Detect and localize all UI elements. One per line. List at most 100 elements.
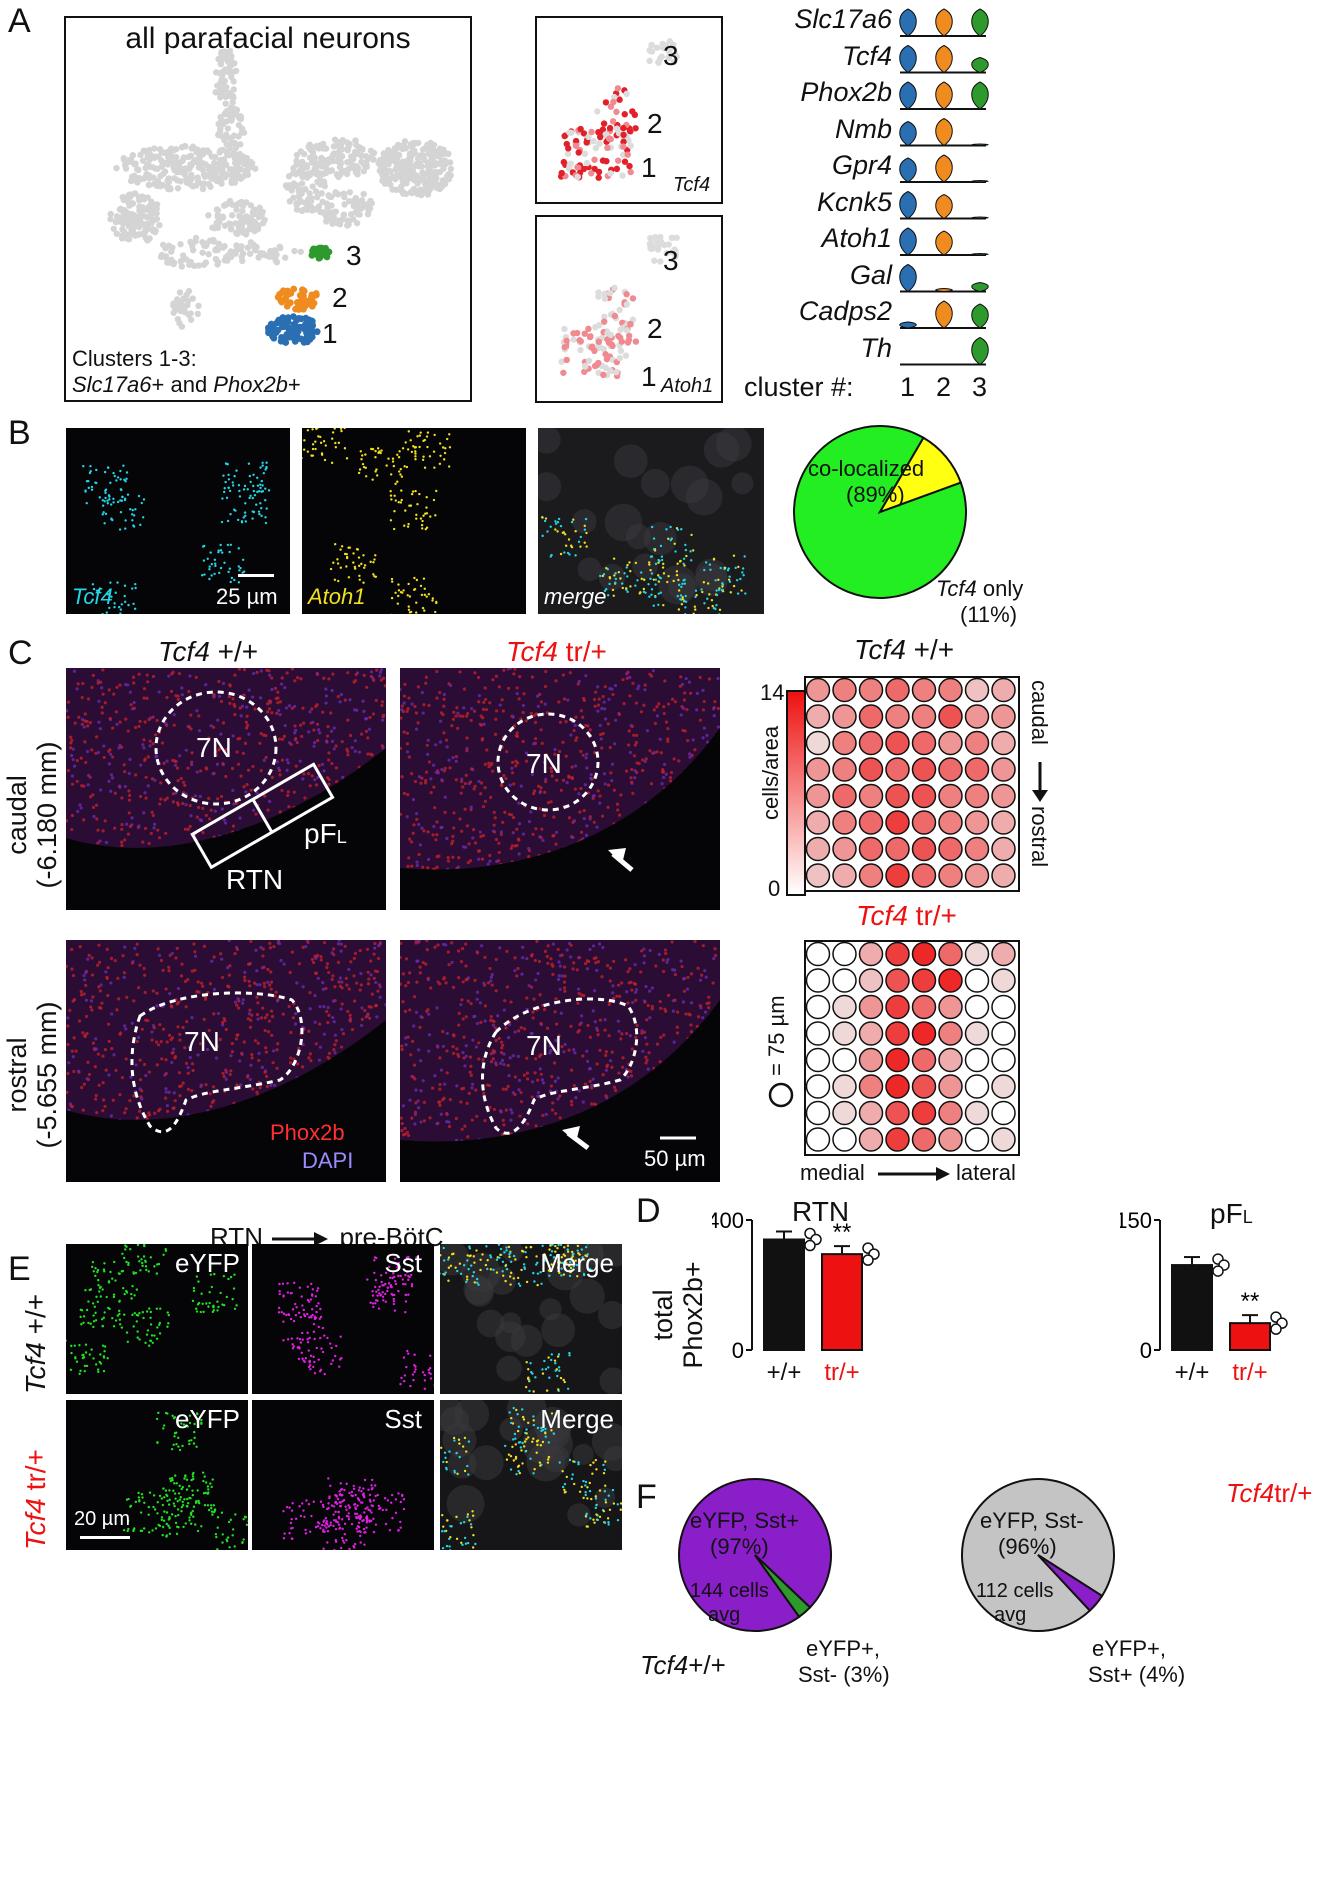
feature-gene-tcf4: Tcf4: [673, 174, 711, 196]
umap-point-other: [186, 164, 193, 172]
axis-caudal-rostral: caudal rostral: [1018, 676, 1058, 892]
violin-shape: [935, 300, 953, 329]
bar: [1229, 1322, 1271, 1351]
feature-cluster-1: 1: [641, 152, 657, 183]
umap-point-other: [353, 167, 361, 174]
umap-point-other: [405, 174, 412, 181]
umap-point-other: [173, 168, 181, 176]
umap-point-other: [208, 153, 216, 160]
umap-point-other: [151, 145, 158, 152]
feature-point: [651, 257, 658, 264]
umap-point-other: [227, 92, 234, 100]
heatmap-cell: [885, 677, 910, 703]
umap-point-other: [233, 172, 240, 179]
umap-point-other: [248, 160, 256, 167]
significance-marker: **: [833, 1219, 852, 1246]
umap-point-other: [181, 142, 189, 150]
umap-point-other: [183, 256, 190, 263]
feature-point: [647, 234, 654, 242]
feature-point: [563, 337, 570, 344]
legend-phox2b: Phox2b: [270, 1120, 345, 1145]
feature-point: [603, 355, 611, 363]
d-title-pfl: pFL: [1210, 1198, 1253, 1229]
heatmap-cell: [885, 704, 910, 729]
umap-point-other: [168, 248, 175, 255]
umap-point-cluster: [309, 247, 316, 255]
umap-point-other: [433, 169, 441, 176]
umap-point-other: [291, 247, 298, 255]
heatmap-cell: [885, 757, 910, 782]
umap-point-other: [217, 147, 224, 154]
heatmap-cell: [832, 1074, 857, 1099]
heatmap-cell: [832, 994, 857, 1020]
pie-f-wt: [678, 1478, 832, 1632]
violin-gene-label: Slc17a6: [794, 4, 892, 34]
heatmap-cell: [911, 1127, 937, 1152]
heatmap-cell: [911, 1021, 937, 1046]
feature-point: [575, 149, 582, 156]
umap-point-other: [411, 147, 418, 154]
heatmap-cell: [938, 730, 963, 756]
umap-point-other: [174, 185, 182, 192]
umap-point-other: [341, 201, 348, 208]
bar-x-label: +/+: [1175, 1359, 1210, 1386]
umap-point-other: [240, 129, 248, 136]
feature-point: [672, 251, 680, 258]
umap-point-other: [146, 146, 153, 154]
heatmap-cell: [991, 836, 1016, 862]
umap-point-other: [174, 315, 182, 323]
bar-tick-label: 0: [732, 1338, 744, 1363]
umap-scatter: [107, 47, 455, 346]
umap-point-other: [224, 149, 231, 157]
feature-point: [624, 151, 631, 158]
umap-caption-line1: Clusters 1-3:: [72, 346, 197, 371]
e-label-merge: Merge: [540, 1404, 614, 1434]
umap-point-other: [290, 182, 297, 190]
colorbar-label: cells/area: [758, 725, 783, 820]
umap-point-other: [340, 211, 348, 218]
umap-point-other: [292, 170, 300, 178]
feature-point: [626, 128, 634, 135]
umap-point-other: [199, 249, 206, 256]
e-label-merge: Merge: [540, 1248, 614, 1278]
cluster-label-1: 1: [322, 318, 338, 349]
channel-label-merge: merge: [544, 584, 607, 609]
umap-point-other: [397, 144, 404, 151]
umap-point-other: [122, 162, 129, 169]
umap-point-other: [227, 225, 235, 233]
umap-point-other: [131, 160, 138, 168]
umap-point-other: [195, 262, 203, 269]
umap-point-cluster: [292, 305, 299, 313]
row-label-caudal: caudal (-6.180 mm): [2, 730, 62, 900]
heatmap-cell: [805, 968, 831, 993]
heatmap-cell: [964, 810, 990, 835]
feature-point: [616, 354, 624, 362]
heatmap-cell: [805, 1074, 831, 1099]
heatmap-cell: [991, 810, 1016, 835]
feature-point: [601, 290, 608, 298]
umap-point-other: [213, 69, 220, 76]
col-title-wt: Tcf4 +/+: [158, 636, 259, 667]
heatmap-cell: [858, 1127, 884, 1152]
umap-point-other: [402, 190, 410, 198]
umap-point-other: [113, 230, 120, 237]
heatmap-cell: [911, 836, 937, 862]
feature-point: [616, 96, 623, 103]
heatmap-cell: [885, 1074, 910, 1099]
umap-point-other: [311, 206, 319, 213]
feature-point: [632, 338, 640, 345]
umap-point-other: [177, 178, 184, 185]
umap-point-other: [388, 156, 395, 163]
umap-point-cluster: [304, 297, 312, 305]
feature-point: [566, 161, 573, 169]
umap-point-other: [403, 164, 410, 171]
violin-gene-label: Atoh1: [821, 223, 892, 253]
d-ylabel-2: Phox2b+: [678, 1261, 708, 1369]
violin-shape: [971, 281, 989, 293]
pie-f-tr: [961, 1478, 1115, 1632]
umap-point-other: [194, 174, 201, 181]
umap-point-cluster: [281, 316, 289, 324]
umap-point-other: [440, 150, 447, 158]
heatmap-cell: [805, 1047, 831, 1073]
feature-point: [593, 362, 600, 369]
